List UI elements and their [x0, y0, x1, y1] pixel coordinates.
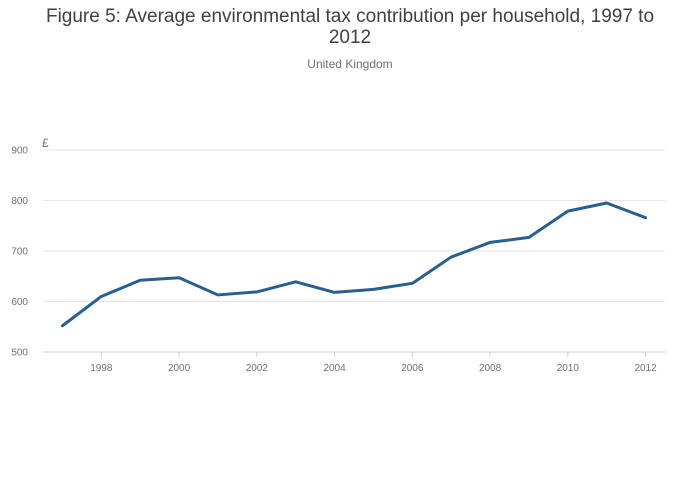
x-tick-label: 2002: [246, 363, 269, 374]
y-axis: 500 600 700 800 900: [11, 146, 28, 359]
x-tick-label: 2012: [634, 363, 657, 374]
data-point-2002[interactable]: [255, 290, 259, 294]
data-point-2007[interactable]: [449, 255, 453, 259]
series-line-0: [60, 201, 648, 328]
y-tick-label: 800: [11, 196, 28, 207]
data-point-2008[interactable]: [488, 240, 492, 244]
chart-title: Figure 5: Average environmental tax cont…: [45, 6, 655, 48]
y-tick-label: 900: [11, 146, 28, 157]
data-point-2009[interactable]: [527, 235, 531, 239]
data-point-2003[interactable]: [294, 280, 298, 284]
y-axis-unit-label: £: [42, 136, 49, 150]
y-tick-label: 500: [11, 348, 28, 359]
x-axis: 1998 2000 2002 2004 2006 2008 2010 2012: [43, 351, 665, 374]
data-point-2012[interactable]: [644, 216, 648, 220]
data-point-1998[interactable]: [99, 294, 103, 298]
x-tick-label: 2006: [401, 363, 424, 374]
chart-subtitle: United Kingdom: [307, 57, 393, 71]
data-point-2011[interactable]: [605, 201, 609, 205]
x-tick-label: 2004: [323, 363, 346, 374]
series-group: [60, 201, 648, 328]
data-point-2000[interactable]: [177, 276, 181, 280]
y-tick-label: 700: [11, 247, 28, 258]
y-tick-label: 600: [11, 297, 28, 308]
x-tick-label: 2000: [168, 363, 191, 374]
x-tick-label: 2010: [557, 363, 580, 374]
data-point-1997[interactable]: [60, 324, 64, 328]
data-point-2010[interactable]: [566, 209, 570, 213]
data-point-2001[interactable]: [216, 293, 220, 297]
data-point-2005[interactable]: [371, 287, 375, 291]
x-tick-label: 2008: [479, 363, 502, 374]
data-point-2004[interactable]: [333, 290, 337, 294]
data-point-2006[interactable]: [410, 281, 414, 285]
data-point-1999[interactable]: [138, 278, 142, 282]
gridlines: [43, 149, 665, 302]
x-tick-label: 1998: [90, 363, 113, 374]
